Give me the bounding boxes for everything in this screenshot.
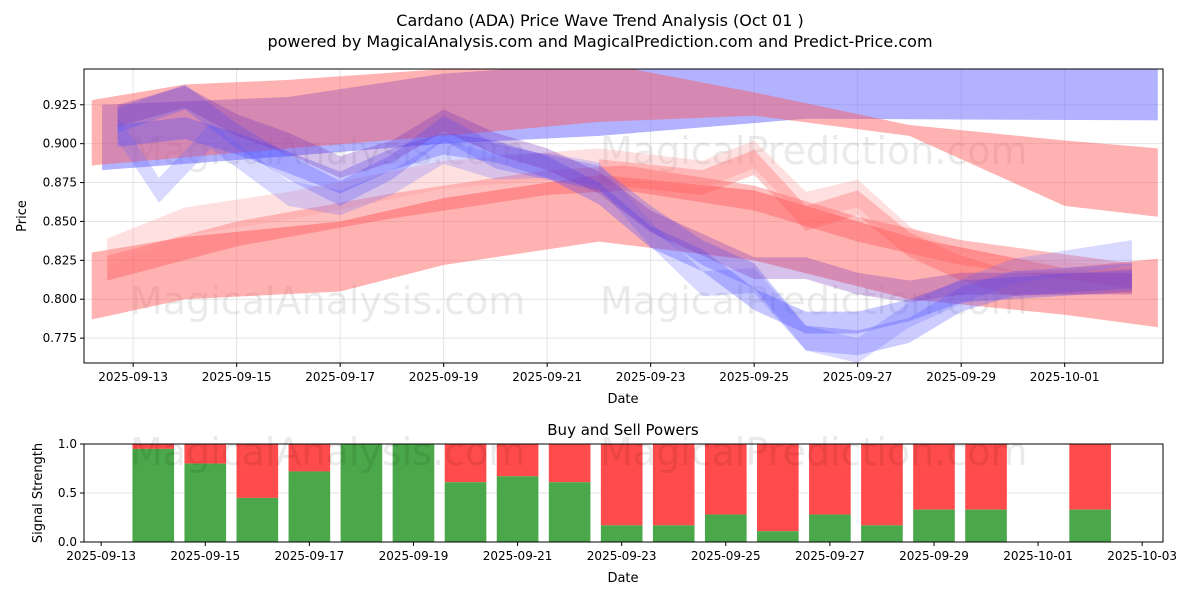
lower-red-band: [91, 174, 1158, 328]
sell-bar: [496, 444, 539, 477]
y-tick-label: 0.0: [58, 535, 77, 549]
signal-chart: 0.0 0.5 1.0 2025-09-13 2025-09-15 2025-09-17 2…: [58, 430, 1177, 563]
buy-bar: [913, 509, 955, 542]
chart-title: Cardano (ADA) Price Wave Trend Analysis …: [396, 11, 803, 30]
x-tick-label: 2025-09-15: [202, 370, 272, 384]
x-tick-label: 2025-10-03: [1107, 549, 1177, 563]
buy-bar: [652, 525, 695, 542]
price-chart: 2025-09-13 2025-09-15 2025-09-17 2025-09-19…: [43, 68, 1164, 384]
x-tick-label: 2025-09-23: [616, 370, 686, 384]
x-tick-label: 2025-10-01: [1030, 370, 1100, 384]
watermark: MagicalAnalysis.com: [130, 279, 525, 323]
bottom-ylabel: Signal Strength: [31, 443, 46, 543]
watermark: MagicalPrediction.com: [600, 129, 1028, 173]
watermark: MagicalAnalysis.com: [130, 430, 525, 474]
x-tick-label: 2025-09-19: [379, 549, 449, 563]
x-tick-label: 2025-09-27: [795, 549, 865, 563]
sell-bar: [652, 444, 695, 526]
x-tick-label: 2025-09-25: [691, 549, 761, 563]
buy-bar: [496, 476, 539, 542]
sell-bar: [704, 444, 747, 515]
buy-bar: [809, 514, 851, 542]
bottom-title: Buy and Sell Powers: [547, 421, 699, 439]
sell-bar: [1069, 444, 1111, 510]
plot-frame: [83, 443, 1164, 543]
y-tick-label: 0.5: [58, 486, 77, 500]
x-tick-label: 2025-09-27: [823, 370, 893, 384]
x-tick-label: 2025-09-21: [512, 370, 582, 384]
y-tick-label: 0.850: [43, 214, 77, 228]
sell-bar: [965, 444, 1007, 510]
top-xlabel: Date: [607, 392, 638, 407]
sell-bar: [444, 444, 487, 483]
buy-bar: [548, 482, 591, 542]
upper-red-band: [91, 69, 1158, 217]
y-tick-label: 0.800: [43, 292, 77, 306]
wavy-red-band: [598, 149, 1132, 297]
buy-bar: [704, 514, 747, 542]
buy-bar: [236, 497, 279, 542]
blue-wave-2: [117, 115, 1132, 363]
bottom-xlabel: Date: [607, 571, 638, 586]
sell-bar: [913, 444, 955, 510]
watermark: MagicalPrediction.com: [600, 430, 1028, 474]
sell-bar: [600, 444, 643, 526]
buy-bar: [861, 525, 903, 542]
y-tick-label: 0.825: [43, 253, 77, 267]
x-tick-label: 2025-09-25: [719, 370, 789, 384]
bands: [91, 69, 1158, 363]
x-tick-label: 2025-09-29: [899, 549, 969, 563]
thin-red-band: [107, 165, 1132, 289]
x-tick-label: 2025-09-15: [170, 549, 240, 563]
buy-bar: [288, 471, 331, 542]
y-tick-label: 0.775: [43, 331, 77, 345]
y-tick-label: 0.900: [43, 137, 77, 151]
buy-bar: [184, 463, 227, 542]
upper-blue-band: [102, 69, 1158, 171]
sell-bar: [236, 444, 279, 498]
chart-subtitle: powered by MagicalAnalysis.com and Magic…: [267, 32, 932, 51]
plot-frame: [83, 68, 1164, 364]
x-tick-label: 2025-09-13: [98, 370, 168, 384]
sell-bar: [548, 444, 591, 483]
y-tick-label: 1.0: [58, 437, 77, 451]
blue-wave-3: [117, 117, 1132, 334]
x-tick-label: 2025-09-17: [305, 370, 375, 384]
x-tick-label: 2025-09-19: [409, 370, 479, 384]
x-tick-label: 2025-09-29: [926, 370, 996, 384]
y-tick-label: 0.925: [43, 98, 77, 112]
sell-bar: [132, 444, 175, 449]
x-tick-label: 2025-09-17: [275, 549, 345, 563]
buy-bar: [392, 444, 435, 542]
watermark: MagicalPrediction.com: [600, 279, 1028, 323]
blue-wave-1: [117, 84, 1132, 356]
x-tick-label: 2025-10-01: [1003, 549, 1073, 563]
x-tick-label: 2025-09-23: [587, 549, 657, 563]
sell-bar: [757, 444, 799, 532]
x-tick-label: 2025-09-13: [66, 549, 136, 563]
sell-bar: [809, 444, 851, 515]
sell-bar: [288, 444, 331, 472]
purple-wave: [117, 86, 1132, 303]
y-tick-label: 0.875: [43, 176, 77, 190]
sell-bar: [184, 444, 227, 464]
buy-bar: [340, 444, 383, 542]
top-ylabel: Price: [15, 200, 30, 232]
buy-bar: [444, 482, 487, 542]
light-red-band: [107, 140, 1132, 295]
buy-bar: [132, 448, 175, 542]
buy-bar: [965, 509, 1007, 542]
sell-bar: [861, 444, 903, 526]
buy-bar: [1069, 509, 1111, 542]
buy-bar: [757, 531, 799, 542]
buy-bar: [600, 525, 643, 542]
x-tick-label: 2025-09-21: [483, 549, 553, 563]
